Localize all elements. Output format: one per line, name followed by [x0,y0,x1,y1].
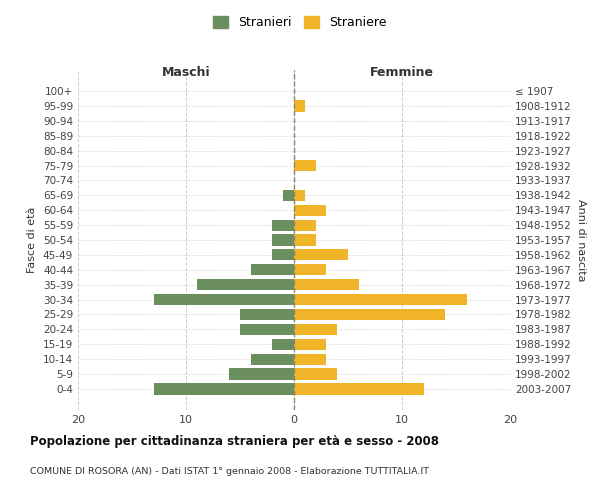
Text: COMUNE DI ROSORA (AN) - Dati ISTAT 1° gennaio 2008 - Elaborazione TUTTITALIA.IT: COMUNE DI ROSORA (AN) - Dati ISTAT 1° ge… [30,468,429,476]
Y-axis label: Anni di nascita: Anni di nascita [575,198,586,281]
Y-axis label: Fasce di età: Fasce di età [28,207,37,273]
Bar [283,190,294,201]
Bar [294,368,337,380]
Bar [272,220,294,230]
Bar [251,354,294,365]
Text: Maschi: Maschi [161,66,211,79]
Bar [294,204,326,216]
Bar [294,354,326,365]
Bar [294,100,305,112]
Bar [240,309,294,320]
Bar [154,294,294,305]
Bar [294,264,326,276]
Bar [197,279,294,290]
Bar [272,234,294,246]
Bar [154,384,294,394]
Text: Femmine: Femmine [370,66,434,79]
Bar [294,294,467,305]
Bar [272,338,294,350]
Bar [251,264,294,276]
Bar [294,338,326,350]
Bar [294,384,424,394]
Bar [294,234,316,246]
Legend: Stranieri, Straniere: Stranieri, Straniere [208,11,392,34]
Text: Popolazione per cittadinanza straniera per età e sesso - 2008: Popolazione per cittadinanza straniera p… [30,435,439,448]
Bar [294,250,348,260]
Bar [272,250,294,260]
Bar [294,324,337,335]
Bar [294,279,359,290]
Bar [294,190,305,201]
Bar [294,309,445,320]
Bar [294,160,316,171]
Bar [240,324,294,335]
Bar [294,220,316,230]
Bar [229,368,294,380]
